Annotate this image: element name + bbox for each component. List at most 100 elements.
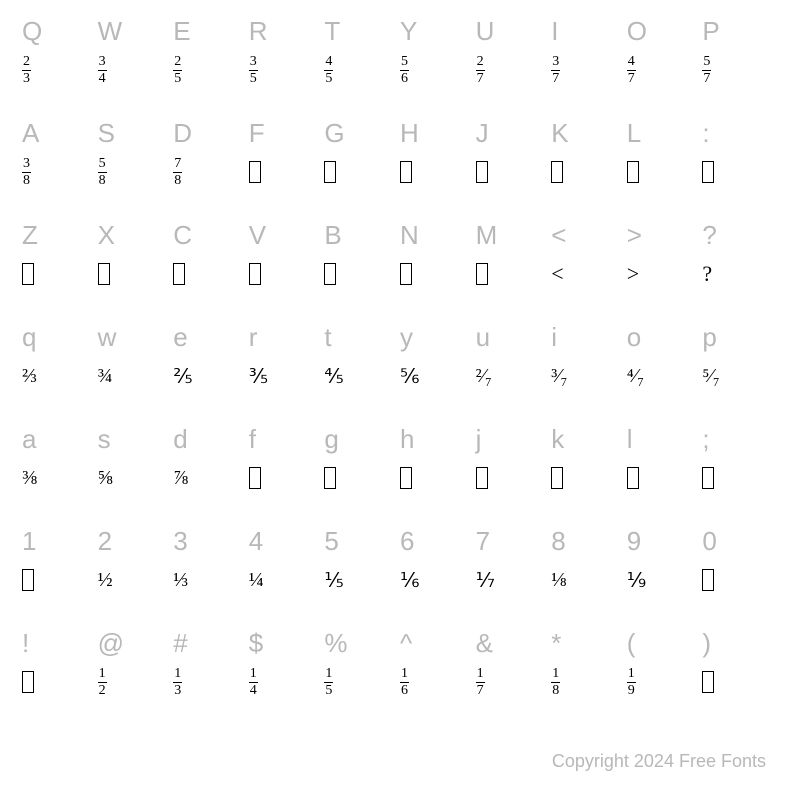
key-label: @ xyxy=(98,624,124,662)
glyph-display: 15 xyxy=(324,662,333,702)
glyph-display: 58 xyxy=(98,152,107,192)
char-cell: D78 xyxy=(173,114,249,216)
key-label: f xyxy=(249,420,256,458)
char-cell: 3⅓ xyxy=(173,522,249,624)
glyph-display: ⅙ xyxy=(400,560,419,600)
char-cell: ) xyxy=(702,624,778,726)
key-label: p xyxy=(702,318,716,356)
key-label: S xyxy=(98,114,115,152)
key-label: 7 xyxy=(476,522,490,560)
char-cell: C xyxy=(173,216,249,318)
glyph-display: ⅕ xyxy=(324,560,343,600)
missing-glyph-icon xyxy=(249,263,261,285)
glyph-display xyxy=(702,152,714,192)
glyph-char: ? xyxy=(702,261,712,287)
char-cell: H xyxy=(400,114,476,216)
key-label: # xyxy=(173,624,187,662)
glyph-display: 37 xyxy=(551,50,560,90)
glyph-display xyxy=(22,662,34,702)
glyph-display: 14 xyxy=(249,662,258,702)
char-cell: ?? xyxy=(702,216,778,318)
key-label: R xyxy=(249,12,268,50)
slash-fraction: ⅙ xyxy=(400,568,419,593)
missing-glyph-icon xyxy=(702,569,714,591)
glyph-display xyxy=(98,254,110,294)
glyph-display: ⁵⁄₇ xyxy=(702,356,719,396)
key-label: Z xyxy=(22,216,38,254)
key-label: 9 xyxy=(627,522,641,560)
key-label: 8 xyxy=(551,522,565,560)
key-label: O xyxy=(627,12,647,50)
stacked-fraction: 25 xyxy=(173,55,182,86)
missing-glyph-icon xyxy=(400,467,412,489)
missing-glyph-icon xyxy=(551,161,563,183)
stacked-fraction: 23 xyxy=(22,55,31,86)
glyph-display: 57 xyxy=(702,50,711,90)
key-label: < xyxy=(551,216,566,254)
glyph-display xyxy=(702,662,714,702)
char-cell: #13 xyxy=(173,624,249,726)
stacked-fraction: 58 xyxy=(98,157,107,188)
key-label: h xyxy=(400,420,414,458)
key-label: 5 xyxy=(324,522,338,560)
char-cell: (19 xyxy=(627,624,703,726)
glyph-display xyxy=(173,254,185,294)
glyph-display: ⅑ xyxy=(627,560,646,600)
char-cell: K xyxy=(551,114,627,216)
char-cell: ! xyxy=(22,624,98,726)
glyph-display: > xyxy=(627,254,639,294)
missing-glyph-icon xyxy=(702,161,714,183)
key-label: q xyxy=(22,318,36,356)
glyph-display: 47 xyxy=(627,50,636,90)
slash-fraction: ⅚ xyxy=(400,364,419,389)
glyph-display: ⅓ xyxy=(173,560,188,600)
glyph-display: ⅛ xyxy=(551,560,566,600)
key-label: V xyxy=(249,216,266,254)
glyph-display xyxy=(627,458,639,498)
char-cell: g xyxy=(324,420,400,522)
glyph-display xyxy=(551,152,563,192)
glyph-display xyxy=(476,152,488,192)
glyph-display xyxy=(324,254,336,294)
glyph-display: ³⁄₇ xyxy=(551,356,567,396)
char-cell: << xyxy=(551,216,627,318)
stacked-fraction: 16 xyxy=(400,667,409,698)
key-label: G xyxy=(324,114,344,152)
stacked-fraction: 18 xyxy=(551,667,560,698)
char-cell: M xyxy=(476,216,552,318)
key-label: % xyxy=(324,624,347,662)
missing-glyph-icon xyxy=(22,263,34,285)
missing-glyph-icon xyxy=(627,161,639,183)
glyph-display: 13 xyxy=(173,662,182,702)
key-label: J xyxy=(476,114,489,152)
key-label: ! xyxy=(22,624,29,662)
glyph-display: 45 xyxy=(324,50,333,90)
key-label: Q xyxy=(22,12,42,50)
missing-glyph-icon xyxy=(476,263,488,285)
stacked-fraction: 45 xyxy=(324,55,333,86)
missing-glyph-icon xyxy=(173,263,185,285)
slash-fraction: ⅘ xyxy=(324,364,343,389)
char-cell: T45 xyxy=(324,12,400,114)
char-cell: %15 xyxy=(324,624,400,726)
char-cell: 7⅐ xyxy=(476,522,552,624)
char-cell: s⅝ xyxy=(98,420,174,522)
key-label: K xyxy=(551,114,568,152)
glyph-display xyxy=(551,458,563,498)
char-cell: i³⁄₇ xyxy=(551,318,627,420)
key-label: B xyxy=(324,216,341,254)
glyph-char: < xyxy=(551,261,563,287)
key-label: r xyxy=(249,318,258,356)
glyph-display xyxy=(400,458,412,498)
missing-glyph-icon xyxy=(249,161,261,183)
char-cell: S 58 xyxy=(98,114,174,216)
slash-fraction: ⁴⁄₇ xyxy=(627,365,644,388)
key-label: L xyxy=(627,114,641,152)
glyph-display: ⅔ xyxy=(22,356,37,396)
slash-fraction: ⅛ xyxy=(551,569,566,592)
key-label: 1 xyxy=(22,522,36,560)
glyph-display xyxy=(702,458,714,498)
missing-glyph-icon xyxy=(400,263,412,285)
char-cell: f xyxy=(249,420,325,522)
stacked-fraction: 34 xyxy=(98,55,107,86)
